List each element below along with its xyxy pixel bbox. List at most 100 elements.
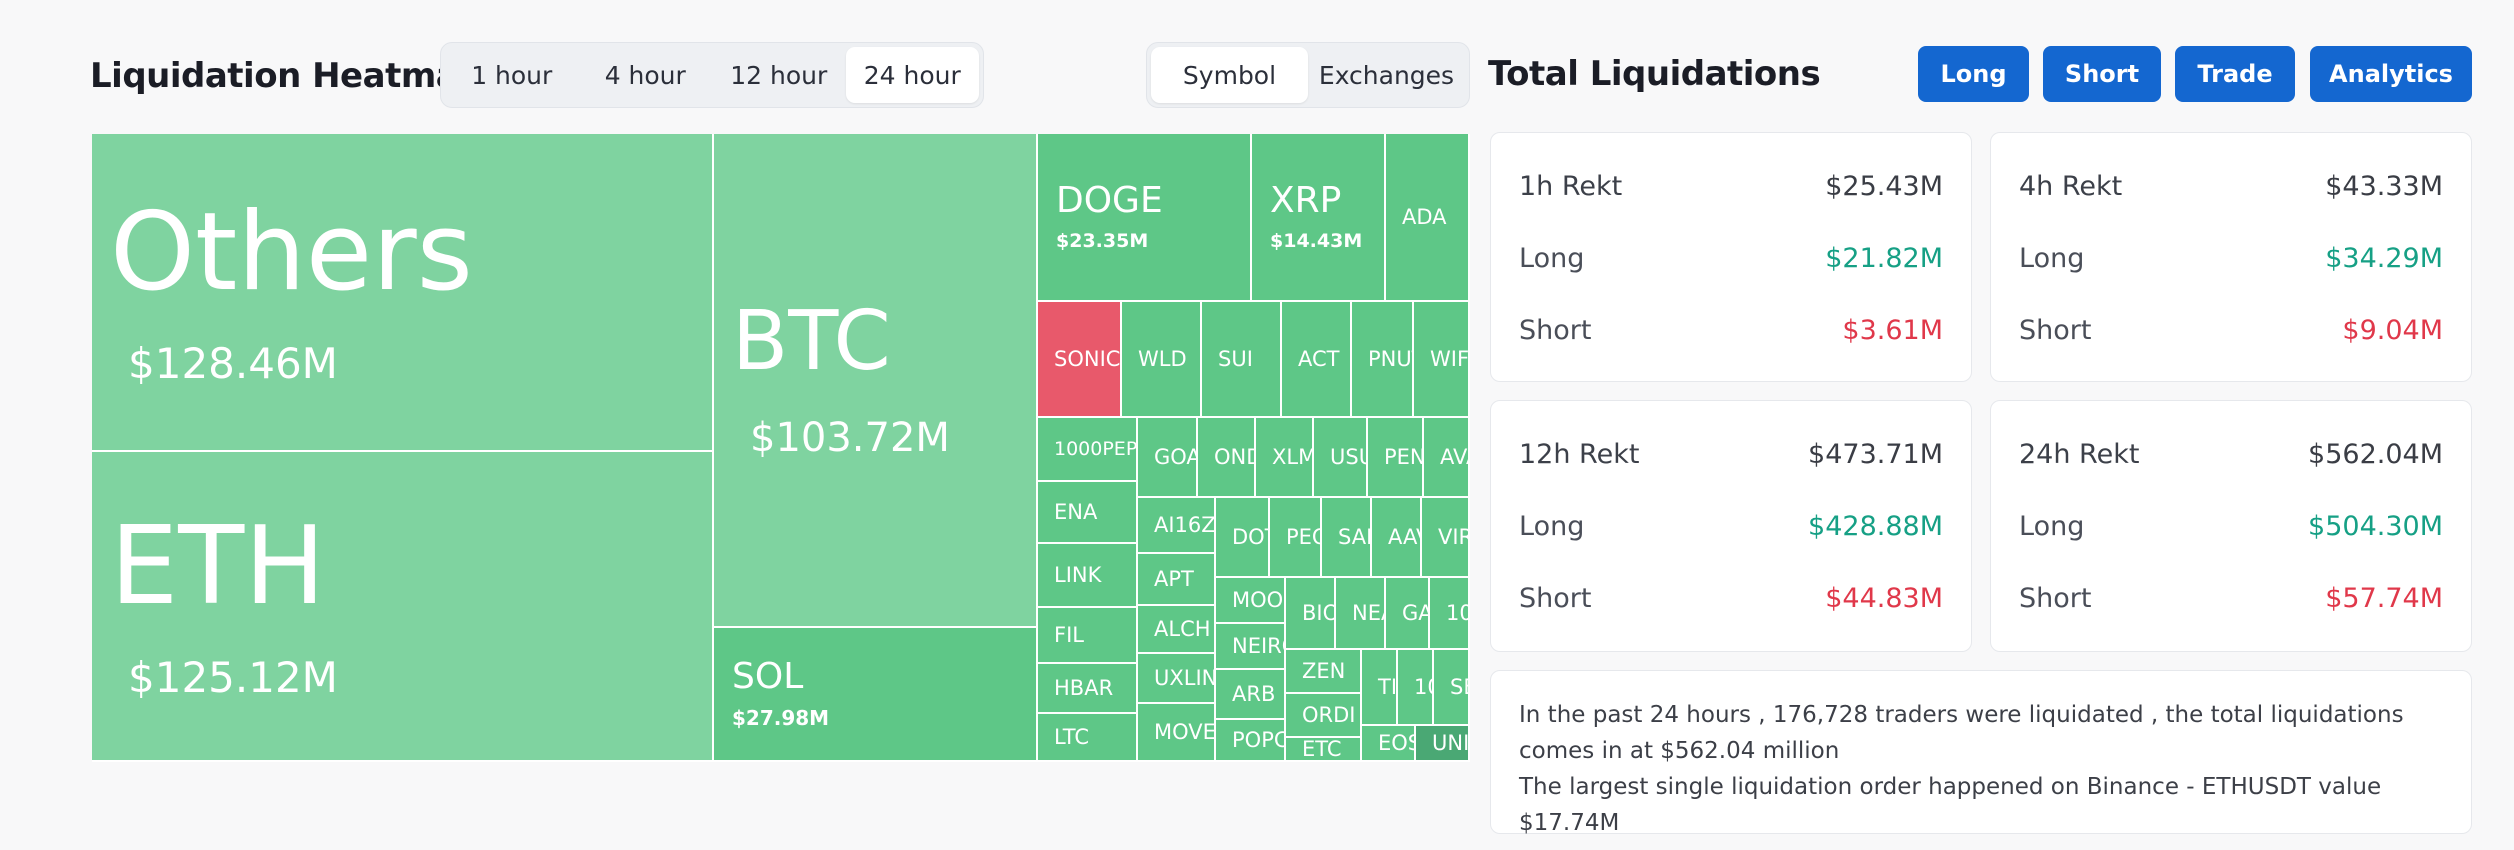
tile-symbol: BTC [732, 293, 891, 389]
treemap-tile-eth[interactable]: ETH $125.12M [92, 452, 714, 762]
tile-symbol: NEAR [1352, 601, 1384, 625]
analytics-button[interactable]: Analytics [2310, 46, 2472, 102]
treemap-tile-alch[interactable]: ALCH [1138, 606, 1216, 654]
tile-symbol: LTC [1054, 725, 1090, 749]
treemap-tile-near[interactable]: NEAR [1336, 578, 1386, 650]
short-value: $3.61M [1842, 315, 1943, 346]
treemap-tile-others[interactable]: Others $128.46M [92, 134, 714, 452]
short-label: Short [1519, 315, 1592, 346]
treemap-tile-moodeng[interactable]: MOODENG [1216, 578, 1286, 624]
tile-value: $128.46M [128, 339, 338, 389]
short-label: Short [1519, 583, 1592, 614]
treemap-tile-wif[interactable]: WIF [1414, 302, 1470, 418]
tile-symbol: EOS [1378, 731, 1414, 755]
tile-value: $103.72M [750, 415, 950, 462]
treemap-tile-btc[interactable]: BTC $103.72M [714, 134, 1038, 628]
treemap-tile-ondo[interactable]: ONDO [1198, 418, 1256, 498]
short-value: $9.04M [2342, 315, 2443, 346]
treemap-tile-1000sats[interactable]: 1000SATS [1398, 650, 1434, 726]
treemap-tile-pnut[interactable]: PNUT [1352, 302, 1414, 418]
treemap-tile-ena[interactable]: ENA [1038, 482, 1138, 544]
treemap-tile-sonic[interactable]: SONIC [1038, 302, 1122, 418]
treemap-tile-bio[interactable]: BIO [1286, 578, 1336, 650]
treemap-tile-xrp[interactable]: XRP $14.43M [1252, 134, 1386, 302]
tile-symbol: ARB [1232, 682, 1276, 706]
summary-line-traders: In the past 24 hours , 176,728 traders w… [1519, 702, 2404, 764]
treemap-tile-1000bonk[interactable]: 1000BONK [1430, 578, 1470, 650]
long-button[interactable]: Long [1918, 46, 2029, 102]
treemap-tile-dot[interactable]: DOT [1216, 498, 1270, 578]
treemap-tile-people[interactable]: PEOPLE [1270, 498, 1322, 578]
tile-symbol: TIA [1378, 675, 1398, 699]
tile-value: $27.98M [732, 705, 830, 730]
rekt-card-total: $562.04M [2308, 439, 2443, 470]
tile-symbol: GOAT [1154, 445, 1198, 469]
short-label: Short [2019, 315, 2092, 346]
tile-symbol: USUAL [1330, 445, 1366, 469]
trade-button[interactable]: Trade [2175, 46, 2295, 102]
view-symbol[interactable]: Symbol [1151, 47, 1308, 103]
treemap-tile-ada[interactable]: ADA [1386, 134, 1470, 302]
treemap-tile-neiro[interactable]: NEIRO [1216, 624, 1286, 670]
tile-symbol: ETC [1302, 738, 1342, 761]
treemap-tile-move[interactable]: MOVE [1138, 704, 1216, 762]
treemap-tile-ordi[interactable]: ORDI [1286, 694, 1362, 738]
timeframe-1-hour[interactable]: 1 hour [471, 60, 553, 90]
treemap-tile-ai16z[interactable]: AI16Z [1138, 498, 1216, 554]
treemap-tile-pengu[interactable]: PENGU [1368, 418, 1424, 498]
short-value: $57.74M [2325, 583, 2443, 614]
long-label: Long [1519, 243, 1585, 274]
treemap-tile-aave[interactable]: AAVE [1372, 498, 1422, 578]
treemap-tile-fil[interactable]: FIL [1038, 608, 1138, 664]
timeframe-4-hour[interactable]: 4 hour [604, 60, 686, 90]
total-liquidations-title: Total Liquidations [1488, 54, 1821, 94]
treemap-tile-ltc[interactable]: LTC [1038, 714, 1138, 762]
treemap-tile-eos[interactable]: EOS [1362, 726, 1416, 762]
tile-symbol: Others [110, 189, 473, 315]
treemap-tile-link[interactable]: LINK [1038, 544, 1138, 608]
treemap-tile-uxlink[interactable]: UXLINK [1138, 654, 1216, 704]
tile-symbol: DOT [1232, 525, 1268, 549]
treemap-tile-sand[interactable]: SAND [1322, 498, 1372, 578]
treemap-tile-popcat[interactable]: POPCAT [1216, 720, 1286, 762]
tile-symbol: SAND [1338, 525, 1370, 549]
timeframe-24-hour[interactable]: 24 hour [845, 47, 979, 103]
treemap-tile-usual[interactable]: USUAL [1314, 418, 1368, 498]
rekt-card-1h: 1h Rekt $25.43M Long $21.82M Short $3.61… [1490, 132, 1972, 382]
treemap-tile-act[interactable]: ACT [1282, 302, 1352, 418]
long-label: Long [1519, 511, 1585, 542]
treemap-tile-wld[interactable]: WLD [1122, 302, 1202, 418]
treemap-tile-virtual[interactable]: VIRTUAL [1422, 498, 1470, 578]
view-exchanges[interactable]: Exchanges [1318, 60, 1455, 90]
treemap-tile-arb[interactable]: ARB [1216, 670, 1286, 720]
tile-symbol: UXLINK [1154, 666, 1216, 690]
rekt-card-label: 1h Rekt [1519, 171, 1623, 202]
tile-symbol: PENGU [1384, 445, 1422, 469]
timeframe-12-hour[interactable]: 12 hour [730, 60, 828, 90]
tile-symbol: WIF [1430, 347, 1470, 371]
treemap-tile-apt[interactable]: APT [1138, 554, 1216, 606]
tile-symbol: PNUT [1368, 347, 1412, 371]
view-selector: Symbol Exchanges [1146, 42, 1470, 108]
treemap-tile-doge[interactable]: DOGE $23.35M [1038, 134, 1252, 302]
treemap-tile-tia[interactable]: TIA [1362, 650, 1398, 726]
treemap-tile-sei[interactable]: SEI [1434, 650, 1470, 726]
treemap-tile-xlm[interactable]: XLM [1256, 418, 1314, 498]
treemap-tile-uni[interactable]: UNI [1416, 726, 1470, 762]
treemap-tile-gala[interactable]: GALA [1386, 578, 1430, 650]
treemap-tile-hbar[interactable]: HBAR [1038, 664, 1138, 714]
treemap-tile-zen[interactable]: ZEN [1286, 650, 1362, 694]
tile-symbol: SUI [1218, 347, 1253, 371]
long-label: Long [2019, 243, 2085, 274]
treemap-tile-etc[interactable]: ETC [1286, 738, 1362, 762]
heatmap-title: Liquidation Heatmap [90, 56, 483, 96]
tile-symbol: FIL [1054, 623, 1084, 647]
treemap-tile-goat[interactable]: GOAT [1138, 418, 1198, 498]
treemap-tile-avax[interactable]: AVAX [1424, 418, 1470, 498]
tile-symbol: POPCAT [1232, 728, 1284, 752]
treemap-tile-1000pepe[interactable]: 1000PEPE [1038, 418, 1138, 482]
rekt-card-12h: 12h Rekt $473.71M Long $428.88M Short $4… [1490, 400, 1972, 652]
treemap-tile-sol[interactable]: SOL $27.98M [714, 628, 1038, 762]
short-button[interactable]: Short [2043, 46, 2161, 102]
treemap-tile-sui[interactable]: SUI [1202, 302, 1282, 418]
